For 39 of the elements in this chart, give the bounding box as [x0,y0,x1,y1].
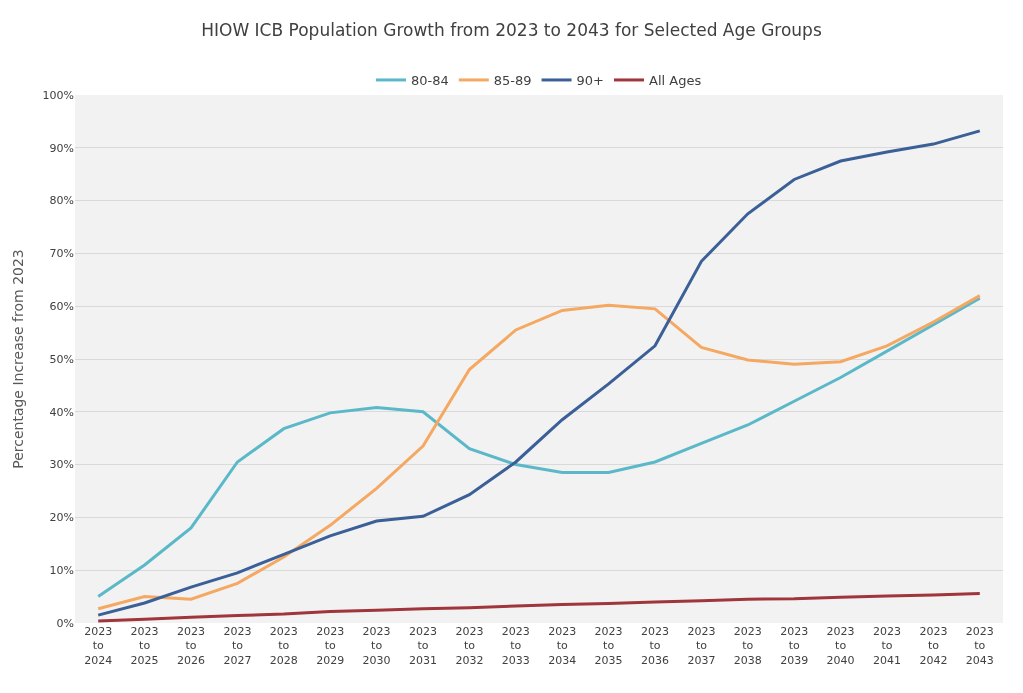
x-tick-label: 2023 to 2029 [316,625,345,667]
y-tick-label: 0% [56,616,74,630]
x-tick-label: 2023 to 2034 [548,625,577,667]
x-tick-label: 2023 to 2036 [641,625,669,667]
legend-label: 85-89 [493,73,532,89]
x-tick-label: 2023 to 2032 [455,625,484,667]
legend-label: All Ages [649,73,702,89]
x-tick-label: 2023 to 2038 [733,625,762,667]
x-tick-label: 2023 to 2039 [780,625,809,667]
y-tick-label: 40% [49,405,74,419]
x-tick-label: 2023 to 2043 [965,625,994,667]
x-tick-label: 2023 to 2030 [362,625,391,667]
y-tick-label: 30% [49,458,74,472]
x-tick-label: 2023 to 2028 [269,625,298,667]
legend-label: 90+ [576,73,604,89]
y-tick-label: 90% [49,141,74,155]
x-tick-label: 2023 to 2026 [177,625,205,667]
x-tick-label: 2023 to 2042 [919,625,948,667]
x-tick-label: 2023 to 2035 [594,625,623,667]
y-tick-label: 70% [49,247,74,261]
x-tick-label: 2023 to 2025 [130,625,159,667]
y-tick-label: 50% [49,352,74,366]
y-axis-title: Percentage Increase from 2023 [10,249,27,469]
y-tick-label: 10% [49,564,74,578]
y-tick-label: 80% [49,194,74,208]
x-tick-label: 2023 to 2033 [501,625,530,667]
x-tick-label: 2023 to 2040 [826,625,855,667]
x-tick-label: 2023 to 2041 [873,625,901,667]
line-series [96,129,982,617]
chart-title: HIOW ICB Population Growth from 2023 to 2043 for Selected Age Groups [201,20,822,41]
y-tick-label: 60% [49,300,74,314]
x-tick-label: 2023 to 2031 [409,625,437,667]
line-series [96,591,982,623]
y-tick-label: 20% [49,511,74,525]
x-tick-label: 2023 to 2037 [687,625,716,667]
y-tick-label: 100% [42,88,74,102]
legend-label: 80-84 [411,73,449,89]
x-tick-label: 2023 to 2024 [84,625,113,667]
x-tick-label: 2023 to 2027 [223,625,252,667]
